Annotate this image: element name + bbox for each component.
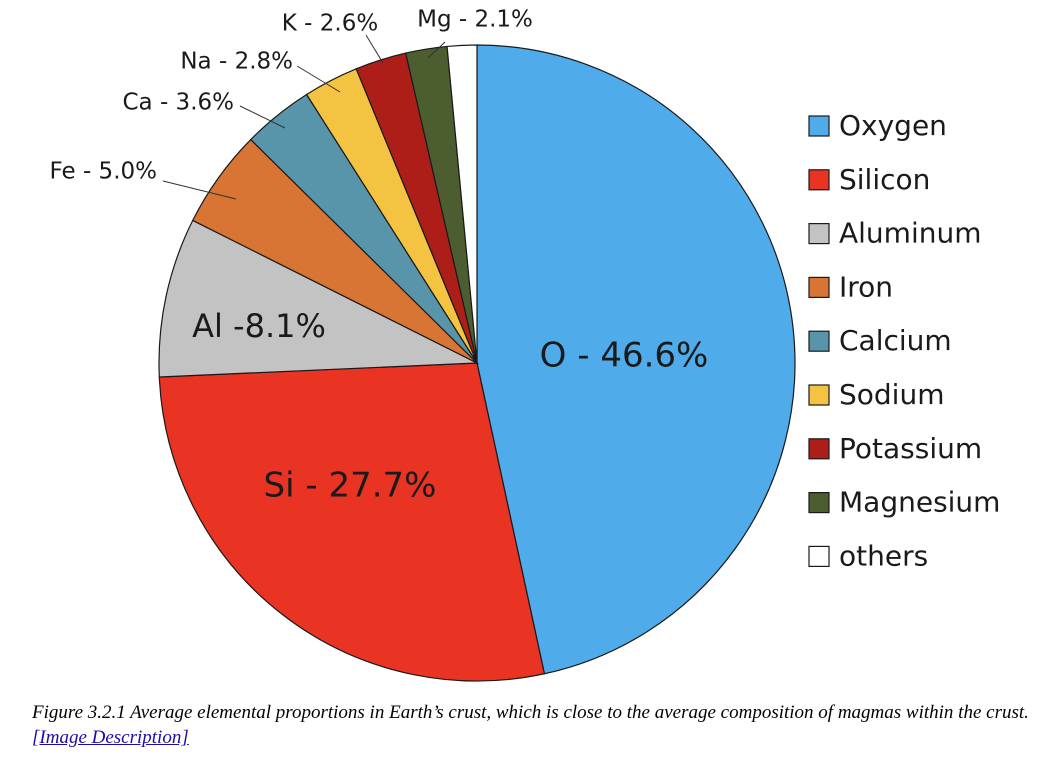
legend-label-sodium: Sodium <box>839 378 944 411</box>
legend-item-sodium: Sodium <box>808 378 944 411</box>
slice-label-magnesium: Mg - 2.1% <box>417 7 533 33</box>
legend-swatch-silicon <box>808 169 830 191</box>
legend-label-others: others <box>839 539 928 572</box>
slice-label-silicon: Si - 27.7% <box>264 466 437 506</box>
legend-label-aluminum: Aluminum <box>839 217 982 250</box>
image-description-link[interactable]: [Image Description] <box>32 727 189 748</box>
legend-item-aluminum: Aluminum <box>808 217 982 250</box>
pie-slice-oxygen <box>476 44 796 675</box>
slice-label-potassium: K - 2.6% <box>282 11 378 37</box>
legend-swatch-magnesium <box>808 492 830 514</box>
legend-item-silicon: Silicon <box>808 163 930 196</box>
pie-chart: O - 46.6% Si - 27.7% Al -8.1% Fe - 5.0% Ca -… <box>50 7 1000 682</box>
leader-line-magnesium <box>427 41 446 59</box>
legend-item-iron: Iron <box>808 270 893 303</box>
legend-swatch-aluminum <box>808 223 830 245</box>
leader-line-iron <box>162 180 237 200</box>
legend-label-iron: Iron <box>839 270 893 303</box>
leader-line-sodium <box>296 65 341 93</box>
legend-item-others: others <box>808 539 928 572</box>
legend-label-magnesium: Magnesium <box>839 486 1000 519</box>
slice-label-sodium: Na - 2.8% <box>180 49 293 75</box>
slice-label-iron: Fe - 5.0% <box>50 159 157 185</box>
legend-swatch-calcium <box>808 330 830 352</box>
pie-slice-aluminum <box>158 219 480 378</box>
pie-slice-silicon <box>158 362 546 682</box>
caption-text: Figure 3.2.1 Average elemental proportio… <box>32 702 1029 723</box>
leader-line-potassium <box>365 34 384 64</box>
legend-item-magnesium: Magnesium <box>808 486 1000 519</box>
legend-swatch-iron <box>808 276 830 298</box>
pie-slice-others <box>446 44 478 364</box>
slice-label-oxygen: O - 46.6% <box>540 336 709 376</box>
legend-item-potassium: Potassium <box>808 432 982 465</box>
legend-label-silicon: Silicon <box>839 163 930 196</box>
legend-swatch-potassium <box>808 438 830 460</box>
legend-item-calcium: Calcium <box>808 324 952 357</box>
legend-label-potassium: Potassium <box>839 432 982 465</box>
pie-chart-figure: O - 46.6% Si - 27.7% Al -8.1% Fe - 5.0% Ca -… <box>50 7 1000 682</box>
legend-swatch-oxygen <box>808 115 830 137</box>
slice-label-calcium: Ca - 3.6% <box>122 90 234 116</box>
legend-swatch-sodium <box>808 384 830 406</box>
legend-swatch-others <box>808 545 830 568</box>
legend-item-oxygen: Oxygen <box>808 109 947 142</box>
legend-label-oxygen: Oxygen <box>839 109 947 142</box>
slice-label-aluminum: Al -8.1% <box>192 307 326 345</box>
figure-caption: Figure 3.2.1 Average elemental proportio… <box>32 700 1032 750</box>
leader-line-calcium <box>239 105 286 129</box>
legend-label-calcium: Calcium <box>839 324 952 357</box>
